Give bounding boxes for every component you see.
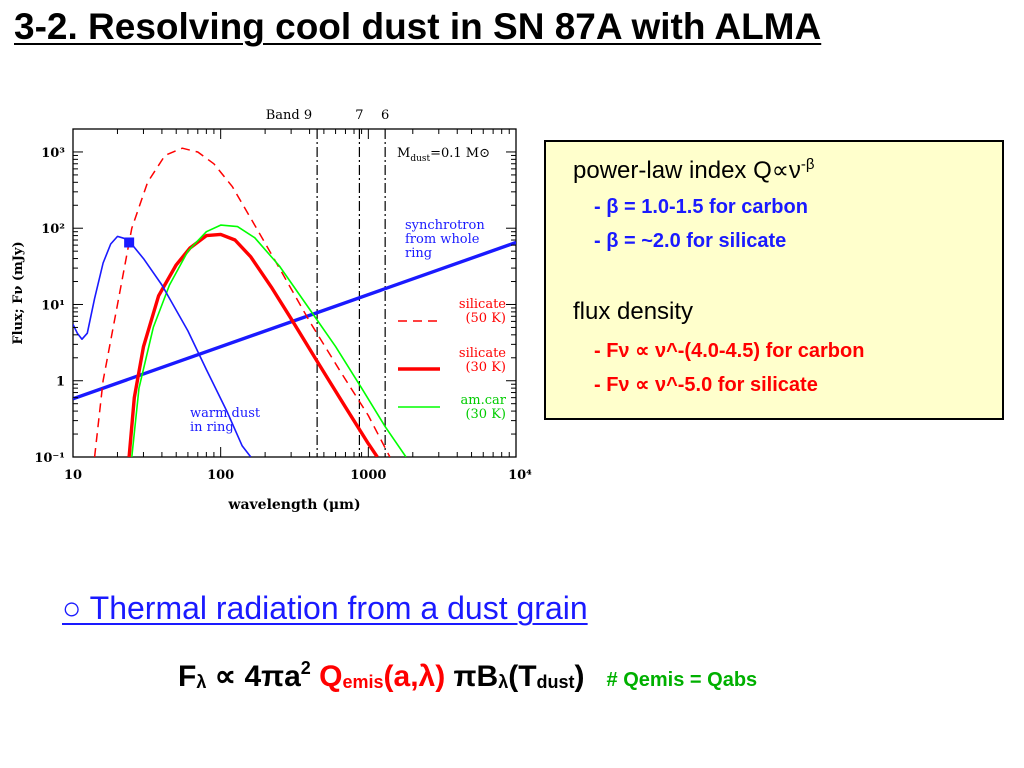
carbon-beta-line: - β = 1.0-1.5 for carbon [594,196,808,218]
legend-label-line: silicate [459,346,506,361]
mass-label: Mdust=0.1 M⊙ [397,146,490,164]
x-tick-label: 100 [207,468,234,483]
carbon-flux-line: - Fν ∝ ν^-(4.0-4.5) for carbon [594,340,865,362]
series-layer [73,147,516,457]
info-box: power-law index Q∝ν-β - β = 1.0-1.5 for … [544,140,1004,420]
synchrotron-label-line: ring [405,246,432,261]
eq-exp: 2 [300,658,311,678]
legend-label-line: (30 K) [465,360,506,375]
thermal-equation: Fλ ∝ 4πa2 Qemis(a,λ) πBλ(Tdust) # Qemis =… [178,658,757,694]
eq-pib: πB [445,660,499,693]
legend-label-line: silicate [459,297,506,312]
eq-t-sub: dust [536,672,575,692]
y-axis-label: Flux; Fν (mJy) [11,241,26,344]
x-axis-label: wavelength (μm) [227,497,360,513]
eq-q-args: (a,λ) [383,660,446,693]
mass-label-sub: dust [410,154,430,164]
sed-chart: 7 6 Band 9 10 100 1000 10⁴ 10⁻¹ 1 10¹ 10² 10³ wavele… [11,108,532,513]
mass-label-m: M [397,146,410,161]
legend-label-line: am.car [461,393,507,408]
series-line-2 [127,232,379,457]
series-line-3 [131,224,407,457]
y-tick-label: 10² [41,222,65,237]
mass-label-value: =0.1 M⊙ [430,146,490,161]
flux-density-heading: flux density [573,298,694,325]
qemis-note: # Qemis = Qabs [606,669,758,691]
tick-layer [72,128,517,458]
plot-frame [72,128,517,458]
data-marker-square [124,237,135,248]
eq-t-open: (T [508,660,537,693]
label-layer: 7 6 Band 9 10 100 1000 10⁴ 10⁻¹ 1 10¹ 10² 10³ wavele… [11,108,532,513]
powerlaw-exponent: -β [800,156,815,173]
y-tick-label: 10⁻¹ [34,451,65,466]
thermal-radiation-heading: ○ Thermal radiation from a dust grain [62,590,588,626]
band-label-6: 6 [381,108,389,123]
slide-title: 3-2. Resolving cool dust in SN 87A with … [14,6,822,47]
warm-dust-label-line: warm dust [190,406,261,421]
y-tick-label: 10¹ [41,298,65,313]
x-tick-label: 10 [64,468,82,483]
series-line-4 [73,235,252,457]
powerlaw-heading: power-law index Q∝ν-β [573,156,815,185]
eq-prop: ∝ 4πa [206,660,301,693]
silicate-flux-line: - Fν ∝ ν^-5.0 for silicate [594,374,818,396]
y-tick-label: 10³ [41,146,65,161]
eq-t-close: ) [574,660,585,693]
eq-f: F [178,660,197,693]
eq-b-sub: λ [498,672,509,692]
warm-dust-label-line: in ring [190,420,234,435]
x-tick-label: 1000 [350,468,386,483]
silicate-beta-line: - β = ~2.0 for silicate [594,230,787,252]
x-tick-label: 10⁴ [508,468,532,483]
y-tick-label: 1 [56,375,65,390]
eq-f-sub: λ [196,672,207,692]
band-label-7: 7 [355,108,363,123]
legend-label-line: (50 K) [465,311,506,326]
series-line-0 [73,240,516,401]
synchrotron-label-line: from whole [405,232,480,247]
legend-label-line: (30 K) [465,407,506,422]
plot-frame-group [72,128,517,458]
eq-q-sub: emis [342,672,384,692]
band-title-label: Band 9 [266,108,312,123]
series-clip-group [73,147,516,457]
powerlaw-heading-text: power-law index Q∝ν [573,157,801,184]
synchrotron-label-line: synchrotron [405,218,485,233]
eq-q: Q [319,660,343,693]
